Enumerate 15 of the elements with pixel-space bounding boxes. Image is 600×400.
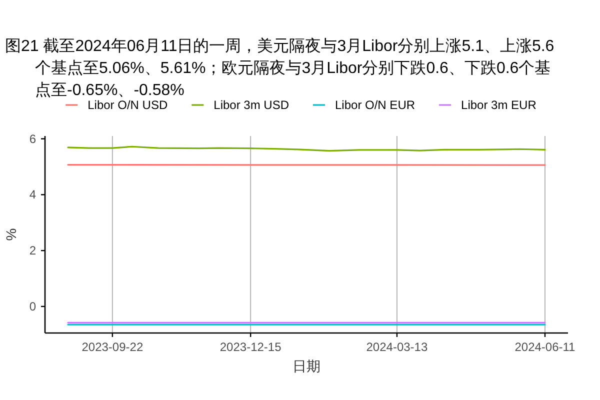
y-tick-label: 0 [29, 299, 36, 314]
legend-label: Libor O/N USD [88, 98, 168, 112]
x-tick-label: 2023-09-22 [82, 340, 144, 354]
chart-title: 图21 截至2024年06月11日的一周，美元隔夜与3月Libor分别上涨5.1、上涨5.6个基点至5.06%、5.61%；欧元隔夜与3月Libor分别下跌0.6、下跌0.6个基点至-0.65%、-0.58% [5, 38, 554, 99]
legend-label: Libor O/N EUR [335, 98, 416, 112]
x-tick-label: 2023-12-15 [220, 340, 282, 354]
x-axis-title: 日期 [292, 358, 320, 374]
y-tick-label: 4 [29, 188, 36, 202]
x-tick-label: 2024-06-11 [514, 340, 576, 354]
y-tick-label: 6 [29, 132, 36, 146]
y-tick-label: 2 [29, 244, 36, 258]
legend-label: Libor 3m USD [214, 98, 290, 112]
y-axis-title: % [3, 228, 19, 241]
legend-label: Libor 3m EUR [461, 98, 537, 112]
x-tick-label: 2024-03-13 [366, 340, 428, 354]
